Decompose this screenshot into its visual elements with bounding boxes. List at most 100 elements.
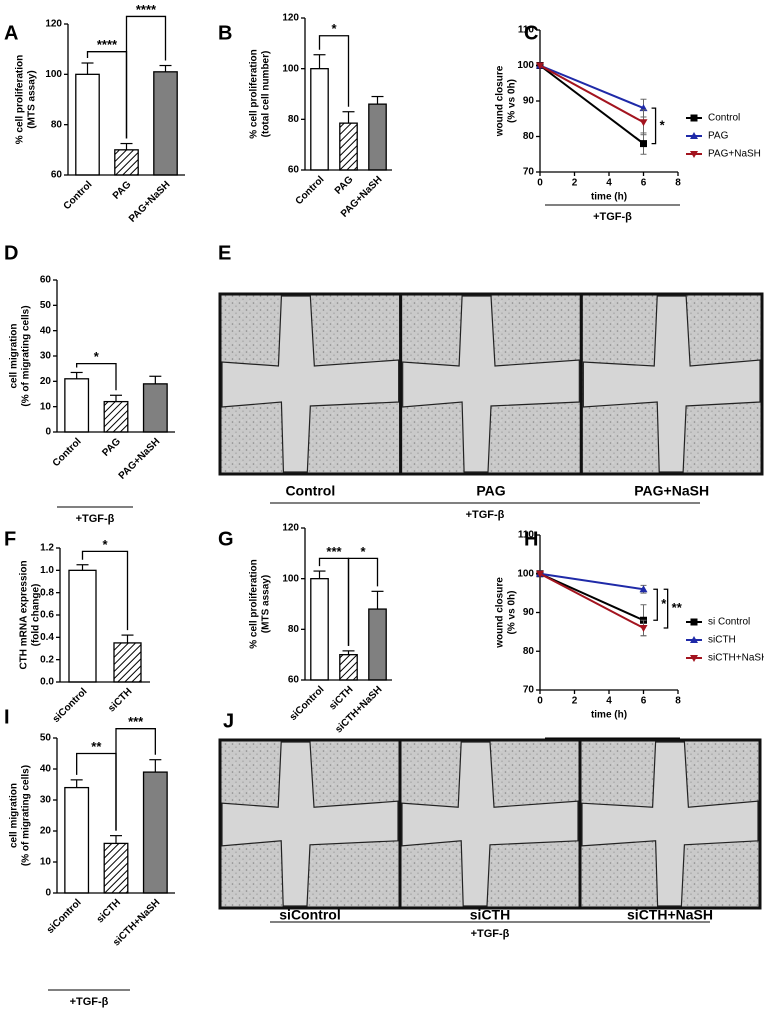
y-tick-label: 120 — [282, 523, 299, 534]
bar — [310, 68, 329, 171]
bar — [103, 400, 129, 433]
bar — [368, 608, 387, 681]
x-tick-label: Control — [294, 174, 327, 207]
y-axis-label: (total cell number) — [261, 51, 272, 138]
y-tick-label: 0.6 — [40, 610, 54, 621]
significance: * — [94, 349, 100, 364]
significance-bracket — [318, 35, 350, 107]
y-tick-label: 0.2 — [40, 654, 54, 665]
bar — [113, 642, 142, 683]
image-label: siCTH — [470, 907, 510, 923]
y-tick-label: 30 — [40, 795, 52, 806]
x-tick-label: siControl — [51, 686, 90, 725]
y-tick-label: 60 — [51, 170, 63, 181]
y-axis-label: (% of migrating cells) — [21, 305, 32, 406]
y-tick-label: 1.2 — [40, 543, 54, 554]
legend-marker — [690, 636, 698, 643]
y-tick-label: 100 — [45, 69, 62, 80]
y-axis-label: (% vs 0h) — [507, 591, 518, 635]
bar — [142, 771, 168, 894]
y-tick-label: 110 — [518, 530, 535, 541]
marker — [640, 140, 647, 148]
significance-bracket — [76, 362, 117, 391]
y-tick-label: 0.4 — [40, 632, 54, 643]
y-tick-label: 20 — [40, 376, 52, 387]
legend-marker — [690, 655, 698, 662]
significance: * — [102, 537, 108, 552]
x-tick-label: 6 — [641, 696, 647, 707]
bar — [75, 73, 100, 176]
bar — [142, 383, 168, 433]
y-tick-label: 80 — [288, 114, 300, 125]
y-tick-label: 60 — [40, 275, 52, 286]
y-tick-label: 10 — [40, 401, 52, 412]
caption: +TGF-β — [466, 509, 505, 521]
panel-letter: G — [218, 528, 234, 550]
y-tick-label: 110 — [518, 25, 535, 36]
y-tick-label: 60 — [288, 165, 300, 176]
y-tick-label: 100 — [517, 60, 534, 71]
y-tick-label: 30 — [40, 351, 52, 362]
significance-bracket — [651, 107, 657, 145]
significance-bracket — [115, 728, 156, 831]
y-tick-label: 50 — [40, 300, 52, 311]
bar — [64, 786, 90, 894]
x-tick-label: siControl — [45, 897, 84, 936]
significance: * — [331, 21, 337, 36]
legend-marker — [690, 132, 698, 139]
y-tick-label: 1.0 — [40, 565, 54, 576]
x-tick-label: Control — [62, 179, 95, 212]
x-tick-label: PAG+NaSH — [127, 179, 173, 225]
legend-label: si Control — [708, 617, 750, 628]
legend-label: PAG+NaSH — [708, 149, 761, 160]
x-tick-label: 4 — [606, 696, 612, 707]
significance-bracket — [347, 557, 379, 646]
bar — [368, 103, 387, 171]
x-tick-label: PAG — [111, 179, 134, 202]
significance: *** — [128, 714, 144, 729]
image-label: siCTH+NaSH — [627, 907, 713, 923]
caption: +TGF-β — [70, 996, 109, 1008]
image-label: PAG — [476, 483, 505, 499]
x-tick-label: 4 — [606, 178, 612, 189]
x-tick-label: 6 — [641, 178, 647, 189]
y-axis-label: cell migration — [9, 783, 20, 848]
y-tick-label: 40 — [40, 764, 52, 775]
significance: *** — [326, 544, 342, 559]
series-line — [539, 64, 644, 124]
wound-area — [401, 741, 579, 907]
legend-marker — [690, 618, 698, 626]
y-tick-label: 70 — [523, 167, 535, 178]
bar — [114, 149, 139, 176]
x-tick-label: PAG+NaSH — [117, 436, 163, 482]
y-tick-label: 90 — [523, 96, 535, 107]
panel-letter: E — [218, 242, 231, 264]
wound-area — [581, 741, 759, 907]
series-line — [539, 64, 644, 110]
series-line — [539, 572, 644, 629]
legend-marker — [690, 151, 698, 158]
wound-area — [221, 741, 399, 907]
y-tick-label: 0 — [45, 427, 51, 438]
y-tick-label: 100 — [517, 568, 534, 579]
significance-bracket — [125, 15, 167, 139]
y-tick-label: 80 — [523, 646, 535, 657]
x-tick-label: 2 — [572, 696, 578, 707]
x-tick-label: PAG — [100, 436, 123, 459]
x-tick-label: siCTH — [327, 684, 355, 712]
significance: * — [661, 596, 667, 611]
panel-letter: D — [4, 242, 18, 264]
panel-letter: I — [4, 706, 10, 728]
significance: **** — [136, 2, 157, 17]
series-line — [539, 64, 645, 145]
bar — [153, 71, 178, 176]
panel-letter: A — [4, 22, 18, 44]
x-tick-label: Control — [51, 436, 84, 469]
y-axis-label: wound closure — [495, 65, 506, 137]
wound-area — [582, 295, 761, 473]
x-axis-label: time (h) — [591, 192, 627, 203]
caption: +TGF-β — [593, 211, 632, 223]
x-tick-label: 2 — [572, 178, 578, 189]
legend-label: siCTH+NaSH — [708, 653, 764, 664]
bar — [68, 569, 97, 683]
